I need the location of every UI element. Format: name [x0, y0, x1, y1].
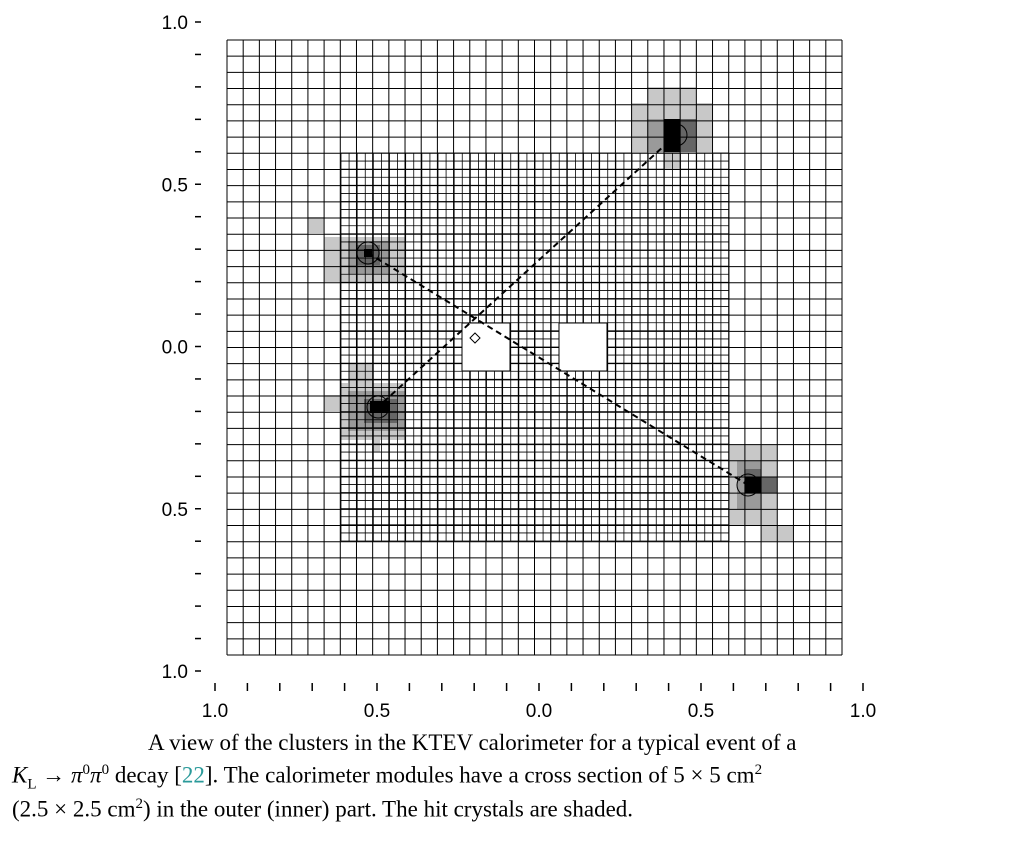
hit-crystal	[370, 401, 390, 413]
caption-text: ]. The calorimeter modules have a cross …	[204, 762, 755, 788]
math: →	[42, 762, 66, 788]
y-tick-label: 1.0	[162, 662, 188, 683]
y-tick-label: 1.0	[162, 13, 188, 34]
x-tick-label: 1.0	[850, 701, 876, 722]
x-tick-label: 0.5	[688, 701, 714, 722]
hit-crystal	[324, 269, 340, 281]
caption-line: (2.5 × 2.5 cm2) in the outer (inner) par…	[12, 796, 633, 823]
y-tick-label: 0.5	[162, 500, 188, 521]
photon-pair-line	[377, 134, 677, 408]
caption-line: KL → π0π0 decay [22]. The calorimeter mo…	[12, 762, 762, 793]
hit-crystal	[324, 395, 340, 411]
calorimeter-figure: 1.0 0.5 0.0 0.5 1.0 1.0 0.5 0.0 0.5 1.0	[162, 13, 877, 722]
caption-text: (2.5 × 2.5 cm	[12, 796, 136, 822]
y-tick-label: 0.0	[162, 338, 188, 359]
caption-text: A view of the clusters in the KTEV calor…	[148, 730, 797, 755]
math: K	[12, 762, 28, 788]
math: 2	[754, 762, 763, 778]
hit-crystal	[348, 363, 372, 383]
math: 2	[135, 796, 143, 812]
x-tick-label: 1.0	[202, 701, 228, 722]
caption-text: ) in the outer (inner) part. The hit cry…	[142, 796, 634, 822]
math: 0	[82, 762, 91, 778]
vertex-marker	[469, 332, 481, 344]
cluster-circle	[664, 123, 688, 147]
cluster-circle	[366, 395, 390, 419]
x-tick-label: 0.0	[526, 701, 552, 722]
hit-crystal	[664, 152, 680, 168]
math: π	[71, 762, 83, 788]
hit-crystal	[680, 119, 696, 152]
math: π	[90, 762, 102, 788]
hit-crystal	[308, 217, 324, 233]
beam-hole	[461, 322, 511, 372]
cluster-circle	[736, 473, 760, 497]
math: L	[27, 776, 37, 793]
x-tick-label: 0.5	[364, 701, 390, 722]
beam-hole	[558, 322, 608, 372]
cluster-circle	[356, 241, 380, 265]
hit-crystal	[647, 87, 696, 103]
math: 0	[101, 762, 110, 778]
hit-crystal	[761, 477, 777, 493]
citation[interactable]: 22	[181, 762, 205, 788]
y-tick-label: 0.5	[162, 175, 188, 196]
photon-pair-line	[367, 252, 749, 486]
caption-text: decay [	[109, 762, 182, 788]
caption-line: A view of the clusters in the KTEV calor…	[148, 730, 796, 756]
hit-crystal	[745, 477, 761, 493]
hit-crystal	[372, 440, 380, 452]
